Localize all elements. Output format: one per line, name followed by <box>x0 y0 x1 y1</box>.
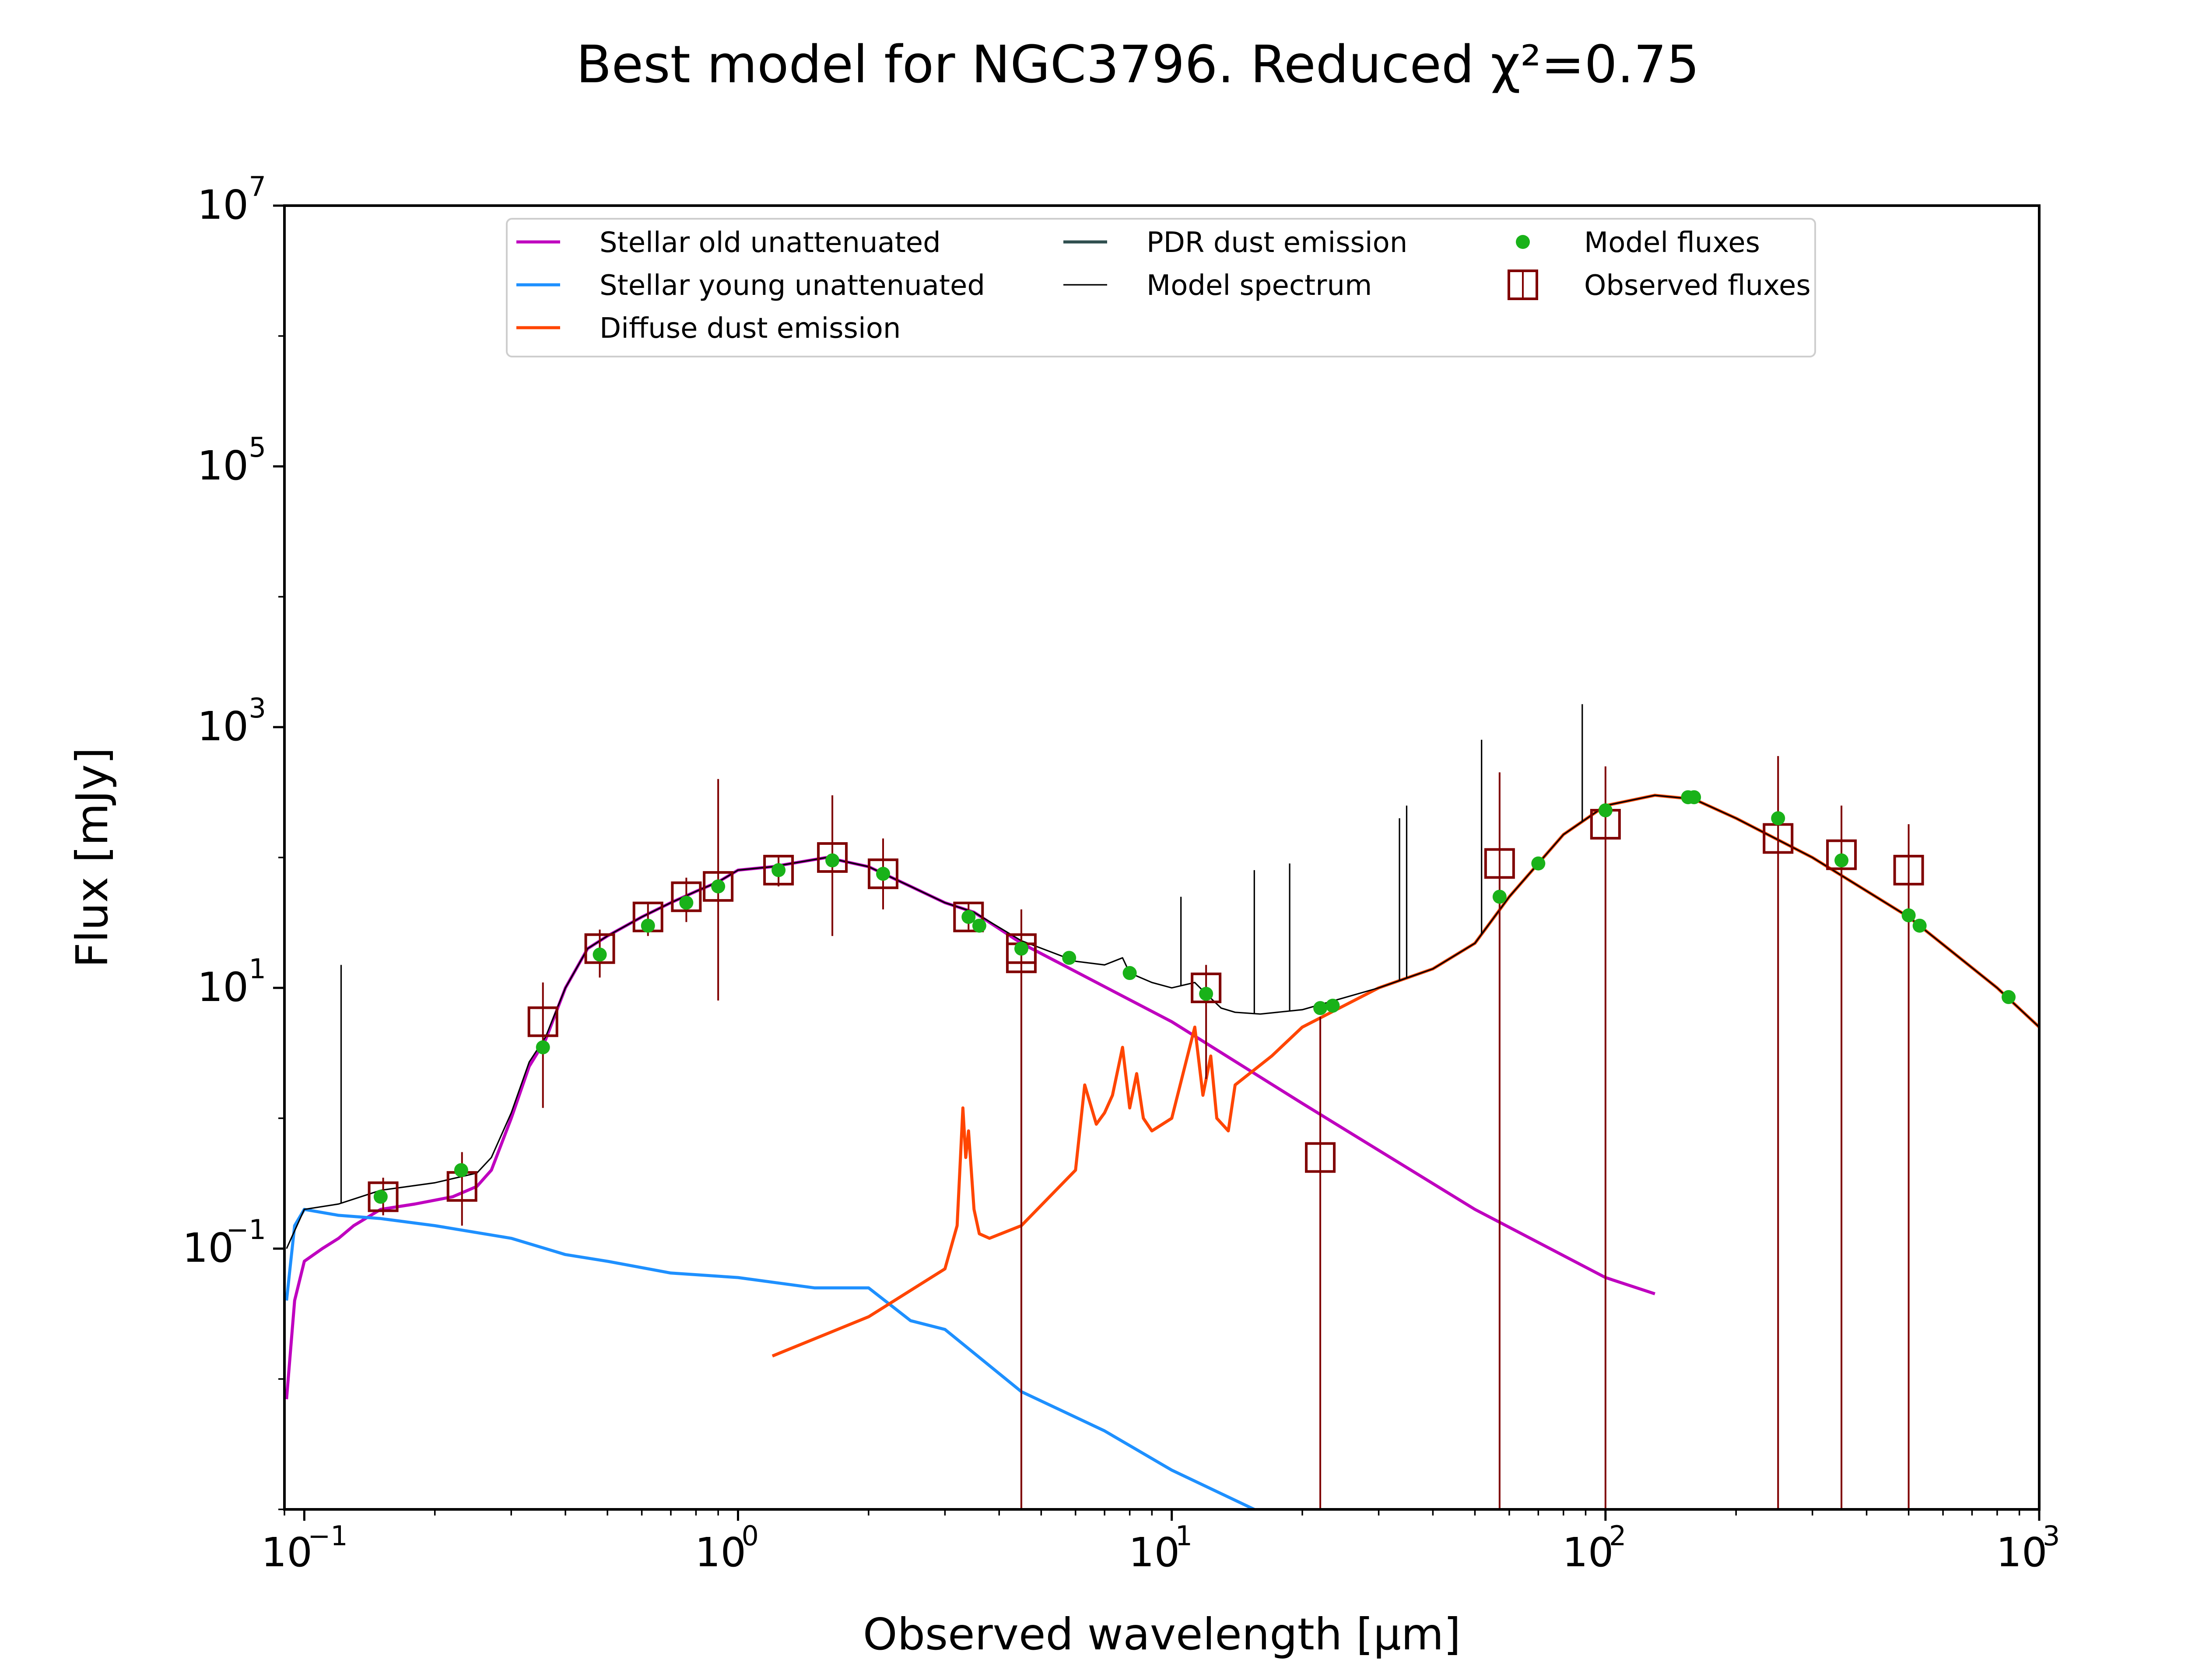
observed-flux-marker <box>1826 839 1857 870</box>
observed-flux-marker <box>1191 973 1222 1003</box>
legend-label: Model spectrum <box>1147 270 1372 302</box>
model-flux-point <box>2002 990 2016 1004</box>
model-flux-point <box>454 1163 468 1177</box>
model-flux-point <box>972 918 986 933</box>
model-flux-point <box>1531 856 1546 871</box>
model-flux-point <box>1598 803 1613 818</box>
y-tick-exponent: 7 <box>249 171 266 203</box>
model-flux-point <box>825 853 840 868</box>
model-flux-point <box>1325 998 1340 1013</box>
x-tick-exponent: −1 <box>308 1520 347 1552</box>
x-tick-exponent: 3 <box>2043 1520 2060 1552</box>
model-flux-point <box>1199 987 1213 1001</box>
y-tick-exponent: −1 <box>226 1214 266 1246</box>
observed-flux-marker <box>368 1181 399 1212</box>
model-flux-point <box>771 863 786 877</box>
plot-area <box>285 704 2039 1509</box>
chart-title: Best model for NGC3796. Reduced χ²=0.75 <box>576 34 1700 94</box>
observed-flux-marker <box>1484 848 1515 879</box>
model-flux-point <box>961 910 976 924</box>
y-tick-exponent: 3 <box>249 692 266 724</box>
model-flux-point <box>1912 918 1927 933</box>
y-tick-label: 10 <box>182 1225 234 1271</box>
model-flux-point <box>711 879 726 894</box>
model-flux-point <box>1834 853 1849 868</box>
observed-flux-marker <box>868 858 899 889</box>
legend-label: Diffuse dust emission <box>600 312 901 345</box>
model-flux-point <box>1122 966 1137 980</box>
legend-label: Observed fluxes <box>1584 270 1811 302</box>
observed-flux-marker <box>671 881 702 912</box>
legend: Stellar old unattenuated Stellar young un… <box>506 218 1816 357</box>
y-tick-label: 10 <box>197 703 249 750</box>
model-flux-point <box>1313 1001 1328 1015</box>
observed-flux-marker <box>1893 854 1924 886</box>
y-axis-label: Flux [mJy] <box>67 747 118 968</box>
x-tick-exponent: 2 <box>1609 1520 1626 1552</box>
x-tick-label: 10 <box>695 1529 746 1576</box>
observed-flux-marker <box>817 842 848 873</box>
observed-flux-marker <box>763 854 794 886</box>
model-flux-point <box>876 867 891 881</box>
observed-flux-marker <box>584 933 615 964</box>
model-flux-point <box>536 1040 550 1054</box>
model-flux-point <box>641 918 655 933</box>
legend-label: Stellar young unattenuated <box>600 270 985 302</box>
model-flux-point <box>593 947 607 962</box>
model-flux-point <box>679 896 694 910</box>
legend-label: Stellar old unattenuated <box>600 227 941 259</box>
x-tick-label: 10 <box>1129 1529 1180 1576</box>
legend-label: Model fluxes <box>1584 227 1760 259</box>
model-flux-point <box>1062 951 1076 965</box>
y-tick-label: 10 <box>197 442 249 489</box>
model-flux-point <box>1771 811 1785 826</box>
model-flux-point <box>1687 790 1701 805</box>
x-axis-label: Observed wavelength [μm] <box>863 1609 1461 1660</box>
y-tick-label: 10 <box>197 964 249 1011</box>
x-tick-label: 10 <box>1562 1529 1613 1576</box>
legend-swatch <box>1516 235 1530 249</box>
legend-label: PDR dust emission <box>1147 227 1407 259</box>
model-spectrum-line <box>286 794 2039 1249</box>
y-tick-label: 10 <box>197 182 249 228</box>
x-tick-exponent: 0 <box>742 1520 759 1552</box>
model-flux-point <box>1014 942 1028 956</box>
model-flux-point <box>373 1190 388 1204</box>
y-tick-exponent: 1 <box>249 953 266 985</box>
x-tick-exponent: 1 <box>1175 1520 1192 1552</box>
observed-flux-marker <box>703 871 734 902</box>
model-flux-point <box>1901 908 1916 923</box>
y-tick-exponent: 5 <box>249 431 266 463</box>
x-tick-label: 10 <box>261 1529 312 1576</box>
model-flux-point <box>1492 889 1507 904</box>
observed-flux-marker <box>527 1006 558 1037</box>
x-tick-label: 10 <box>1996 1529 2047 1576</box>
legend-box <box>506 218 1816 357</box>
observed-flux-marker <box>1305 1142 1336 1173</box>
observed-flux-marker <box>953 901 984 932</box>
